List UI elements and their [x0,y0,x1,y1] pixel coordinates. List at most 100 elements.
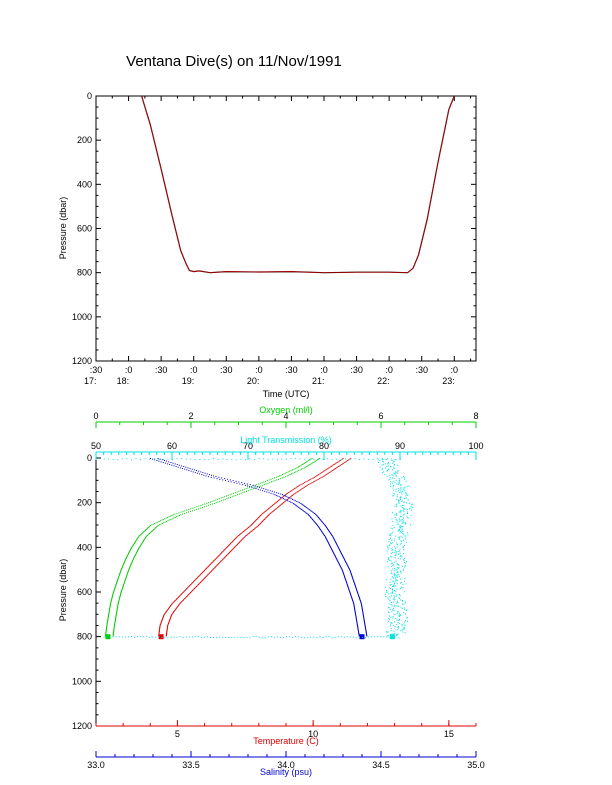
transmission-point [393,601,395,603]
salinity-point [348,567,350,569]
temperature-point [166,628,168,630]
salinity-point [314,521,316,523]
transmission-point [395,480,397,482]
temperature-point [227,553,229,555]
oxygen-point [116,611,118,613]
salinity-point [329,545,331,547]
temperature-point [319,473,321,475]
oxygen-point [113,589,115,591]
oxygen-point [106,623,108,625]
oxygen-point [238,490,240,492]
transmission-point [390,623,391,625]
bottom-y-tick-label: 600 [77,587,92,597]
oxygen-point [108,612,110,614]
salinity-point [249,486,251,488]
temperature-point [298,490,300,492]
transmission-point [404,535,406,536]
oxygen-point [162,519,164,520]
oxygen-point [111,598,113,600]
temperature-point [166,630,168,632]
salinity-point [314,512,315,514]
temperature-point [199,582,201,583]
transmission-point [402,568,404,570]
transmission-point [389,618,391,620]
transmission-point [399,555,401,557]
oxygen-point [308,464,310,466]
transmission-point [393,472,395,474]
salinity-point [317,517,319,518]
temperature-point [255,527,257,528]
transmission-point [394,517,396,518]
salinity-point [345,579,347,581]
salinity-point [337,560,339,562]
salinity-point [351,596,353,598]
temperature-point [279,498,281,500]
transmission-point [387,634,389,636]
salinity-point [174,463,176,465]
transmission-point [388,541,390,543]
oxygen-tick-label: 2 [188,411,193,421]
transmission-point [406,561,408,563]
transmission-point [392,487,394,489]
transmission-bottom-point [231,637,233,639]
transmission-point [405,497,407,499]
temperature-point [249,532,250,534]
transmission-point [399,518,401,520]
oxygen-point [244,491,246,493]
salinity-point [332,551,334,553]
temperature-point [211,570,212,572]
transmission-point [390,483,391,485]
oxygen-point [231,496,233,498]
temperature-point [233,547,235,549]
top-x-tick-hour: 21: [312,376,325,386]
temperature-point [283,502,284,504]
oxygen-point [139,535,141,536]
temperature-point [242,531,244,533]
oxygen-point [108,612,110,614]
transmission-surface-point [327,458,328,460]
temperature-point [169,618,171,620]
temperature-point [263,519,265,521]
oxygen-point [152,529,154,531]
temperature-point [238,535,240,536]
salinity-point [273,491,275,493]
temperature-point [277,500,279,502]
salinity-point [328,543,330,545]
temperature-point [330,466,332,467]
oxygen-point [270,478,272,480]
temperature-point [203,578,205,580]
transmission-point [393,598,395,600]
transmission-point [399,622,401,624]
temperature-point [159,629,160,631]
oxygen-point [165,517,167,519]
transmission-bottom-point [374,636,376,638]
oxygen-point [113,625,115,627]
temperature-point [301,488,303,490]
salinity-point [276,492,278,494]
transmission-bottom-point [258,636,260,638]
salinity-point [352,602,354,603]
transmission-point [385,458,387,460]
transmission-point [387,548,389,550]
transmission-point [389,615,390,617]
transmission-bottom-point [386,636,388,638]
oxygen-point [125,577,127,579]
salinity-point [307,513,309,515]
transmission-point [398,567,400,569]
top-y-tick-label: 600 [77,224,92,234]
temperature-point [184,597,186,599]
transmission-point [400,571,402,573]
transmission-point [400,488,402,490]
oxygen-point [188,508,190,510]
salinity-point [320,529,322,531]
temperature-point [213,559,215,561]
oxygen-point [217,498,219,500]
temperature-point [177,597,179,599]
oxygen-point [122,585,124,587]
top-x-axis: :3017::018::30:019::30:020::30:021::30:0… [84,96,472,386]
temperature-point [168,608,170,610]
oxygen-point [146,535,148,536]
transmission-bottom-point [146,636,148,638]
top-y-tick-label: 200 [77,135,92,145]
